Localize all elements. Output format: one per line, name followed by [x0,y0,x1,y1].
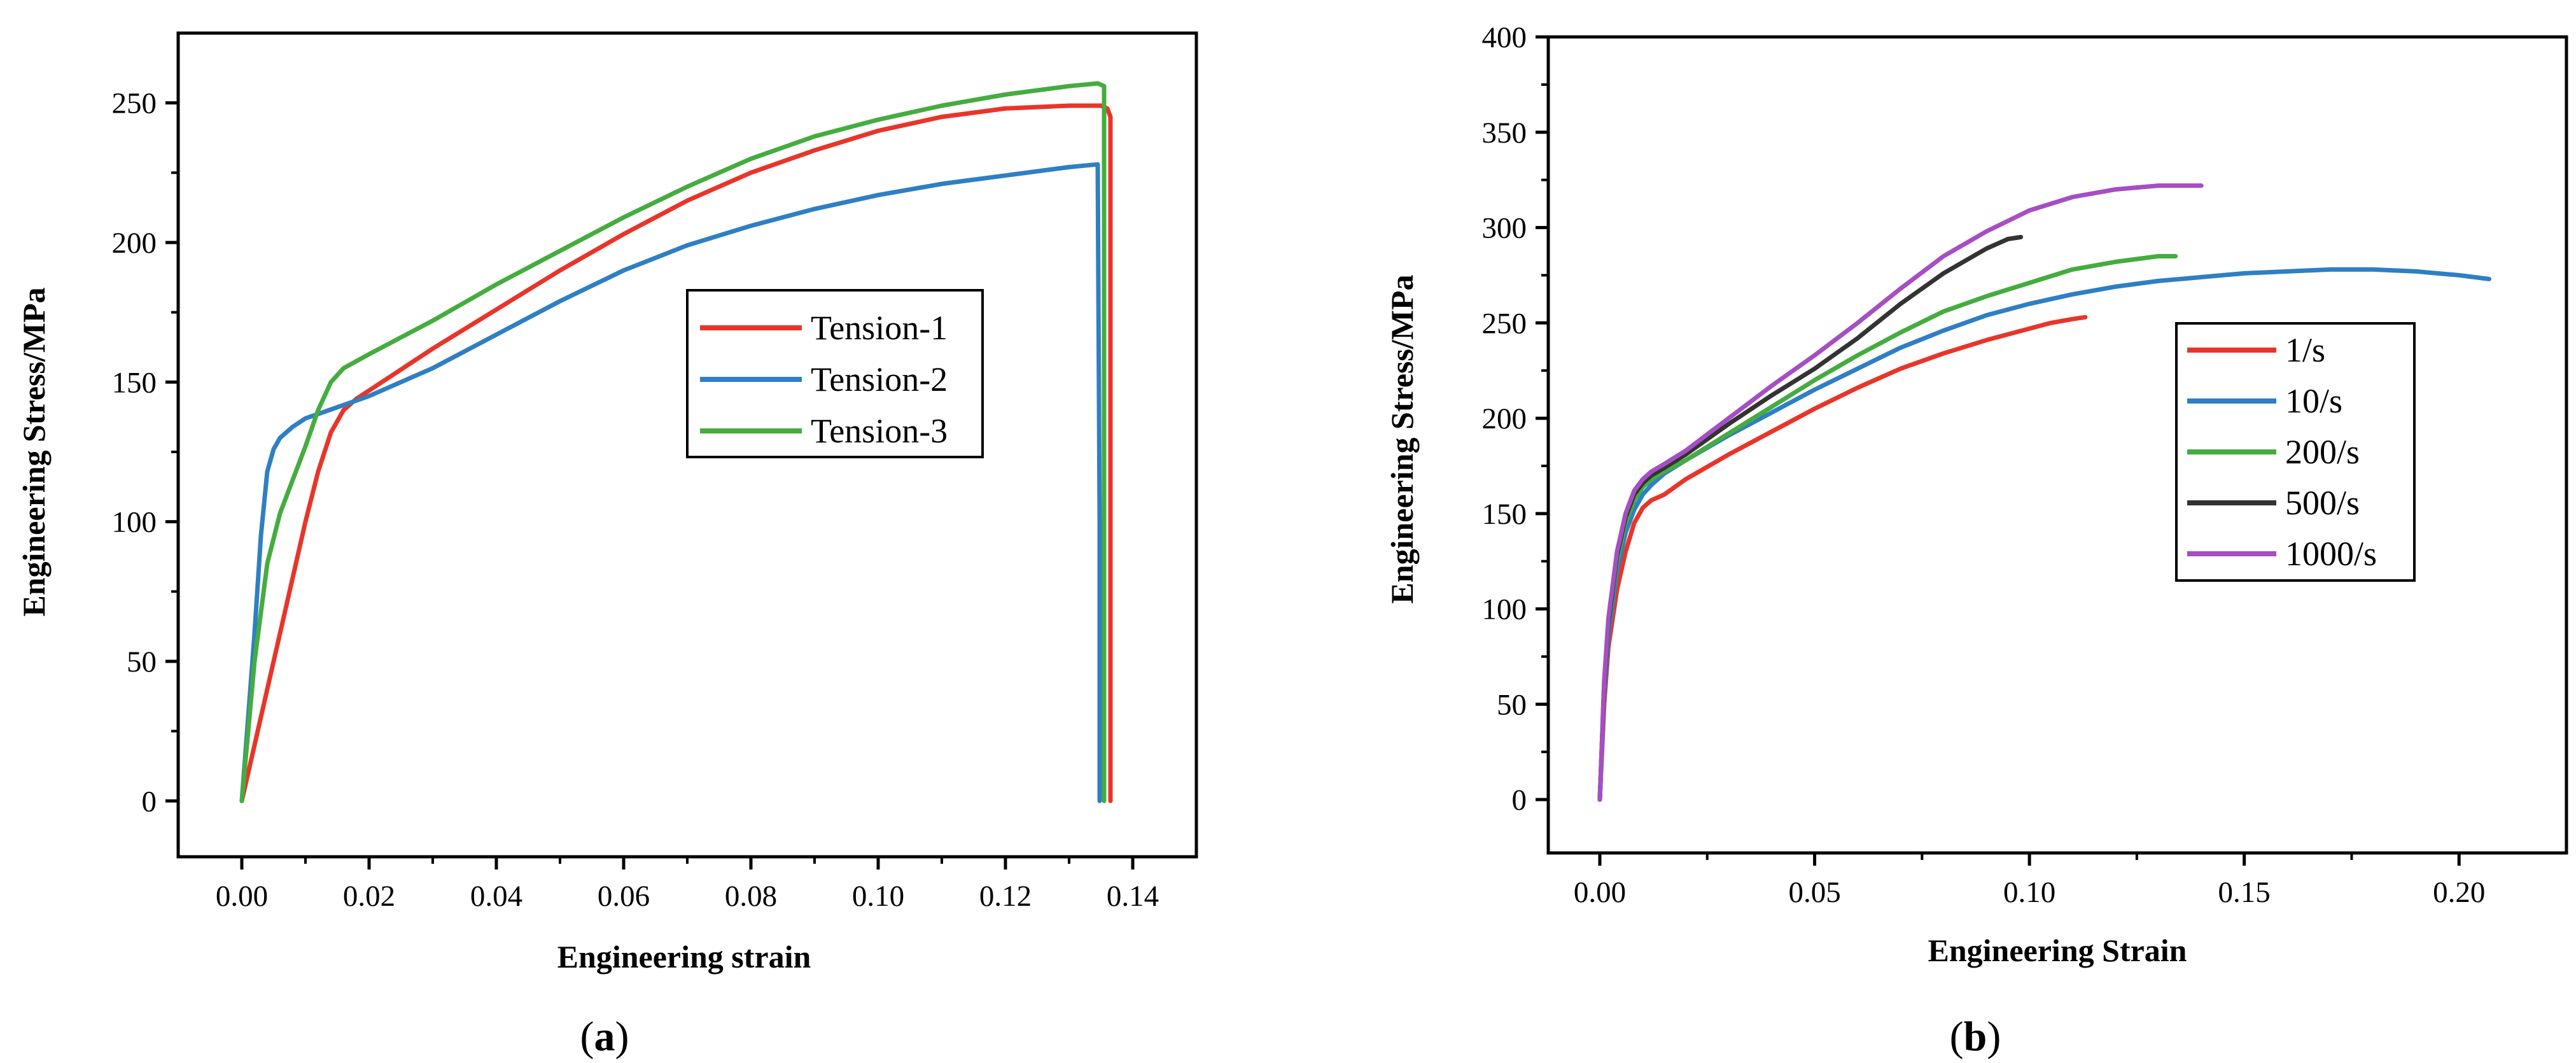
y-tick-label: 200 [1482,402,1527,435]
legend-label: Tension-1 [811,309,948,347]
y-tick-label: 200 [112,227,157,260]
x-tick-label: 0.00 [1574,876,1626,909]
x-tick-label: 0.20 [2433,876,2485,909]
legend-label: 10/s [2285,382,2342,420]
panel-a: 0 50 100 150 200 250 0.00 0.02 0.04 0.06 0.08 0.10… [16,31,1198,1060]
legend-label: 500/s [2285,484,2360,522]
series-line-200-s [1597,254,2178,802]
legend-label: 1000/s [2285,535,2377,573]
legend-label: Tension-2 [811,360,948,398]
y-tick-label: 150 [112,366,157,399]
panel-b: 0 50 100 150 200 250 300 350 400 0.00 0.05 0.10 0.1… [1384,21,2568,1060]
y-ticks-a: 0 50 100 150 200 250 [112,87,178,818]
x-tick-label: 0.12 [979,880,1032,913]
y-tick-label: 250 [1482,307,1527,340]
y-ticks-b: 0 50 100 150 200 250 300 350 400 [1482,21,1548,817]
legend-items-b: 1/s 10/s 200/s 500/s 1000/s [2187,331,2377,573]
legend-label: Tension-3 [811,412,948,450]
y-tick-label: 0 [1512,784,1527,817]
legend-label: 200/s [2285,433,2360,471]
x-tick-label: 0.06 [598,880,650,913]
x-ticks-a: 0.00 0.02 0.04 0.06 0.08 0.10 0.12 0.14 [216,857,1159,913]
y-axis-title-a: Engineering Stress/MPa [16,287,52,616]
x-ticks-b: 0.00 0.05 0.10 0.15 0.20 [1574,853,2485,909]
x-tick-label: 0.04 [470,880,522,913]
x-tick-label: 0.05 [1788,876,1840,909]
y-tick-label: 300 [1482,212,1527,245]
caption-a: (a) [580,1013,629,1060]
series-group-a [239,81,1113,803]
plot-frame-b [1546,35,2568,855]
x-tick-label: 0.10 [2003,876,2055,909]
series-line-10-s [1597,267,2491,802]
series-line-1000-s [1597,183,2204,802]
series-line-1-s [1597,314,2088,802]
series-line-tension-3 [239,81,1107,803]
legend-items-a: Tension-1 Tension-2 Tension-3 [700,309,948,450]
y-tick-label: 350 [1482,116,1527,150]
y-tick-label: 250 [112,87,157,120]
caption-letter-a: a [594,1013,615,1060]
series-line-500-s [1597,235,2024,802]
series-line-tension-2 [239,162,1102,803]
x-tick-label: 0.15 [2218,876,2271,909]
caption-letter-b: b [1964,1013,1987,1060]
series-group-b [1597,183,2491,802]
series-line-tension-1 [239,103,1113,803]
legend-label: 1/s [2285,331,2325,369]
y-tick-label: 0 [142,785,157,818]
y-tick-label: 400 [1482,21,1527,54]
x-axis-title-a: Engineering strain [557,939,811,975]
x-tick-label: 0.00 [216,880,268,913]
y-tick-label: 100 [112,506,157,539]
x-tick-label: 0.08 [725,880,777,913]
y-axis-title-b: Engineering Stress/MPa [1384,274,1420,603]
caption-b: (b) [1950,1013,2001,1060]
y-tick-label: 100 [1482,593,1527,626]
x-tick-label: 0.10 [852,880,904,913]
y-tick-label: 50 [1497,688,1527,721]
y-tick-label: 50 [127,645,157,679]
x-tick-label: 0.14 [1107,880,1159,913]
y-tick-label: 150 [1482,498,1527,531]
x-tick-label: 0.02 [343,880,395,913]
x-axis-title-b: Engineering Strain [1928,933,2187,968]
